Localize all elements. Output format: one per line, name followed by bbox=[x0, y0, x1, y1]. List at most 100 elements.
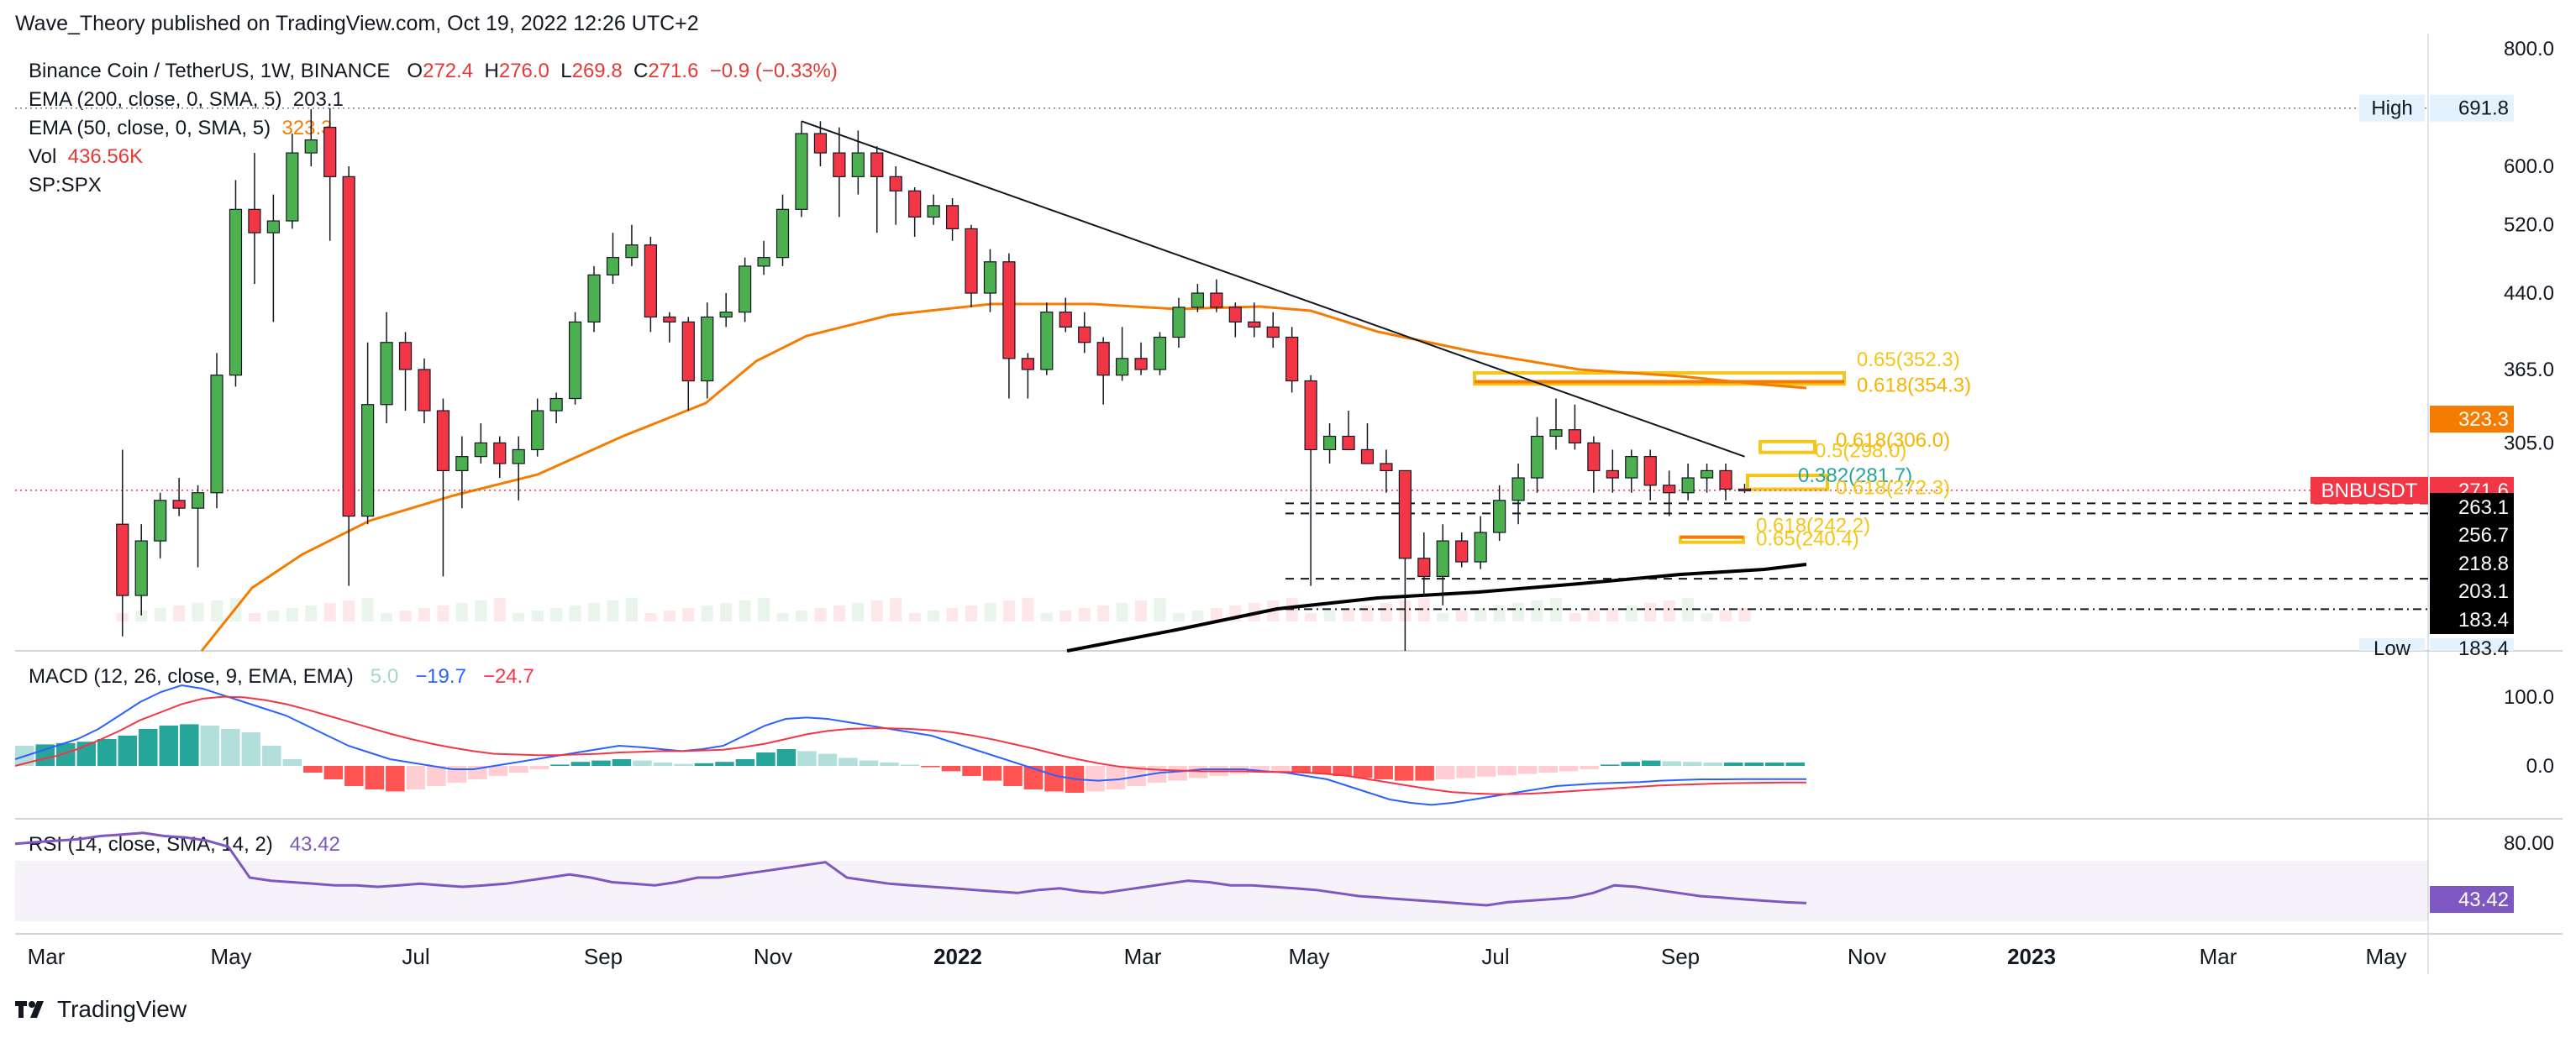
macd-histogram-bar bbox=[97, 739, 117, 766]
candle-body bbox=[1228, 307, 1242, 322]
macd-histogram-bar bbox=[1394, 766, 1414, 781]
macd-legend-label[interactable]: MACD (12, 26, close, 9, EMA, EMA) bbox=[29, 665, 354, 688]
candle-body bbox=[1587, 442, 1601, 472]
macd-histogram-bar bbox=[880, 763, 899, 766]
symbol-tag-bg bbox=[2311, 476, 2428, 504]
level-tag: 256.7 bbox=[2458, 524, 2509, 547]
ema200-legend-row[interactable]: EMA (200, close, 0, SMA, 5) 203.1 bbox=[29, 86, 838, 114]
candle-body bbox=[1134, 358, 1148, 370]
publisher-line: Wave_Theory published on TradingView.com… bbox=[15, 12, 699, 35]
candle-body bbox=[1530, 435, 1544, 479]
ema50-label[interactable]: EMA (50, close, 0, SMA, 5) bbox=[29, 117, 271, 139]
price-tick-label: 440.0 bbox=[2504, 282, 2554, 305]
candle-body bbox=[512, 448, 525, 464]
volume-bar bbox=[550, 608, 563, 621]
volume-bar bbox=[1437, 613, 1449, 621]
volume-bar bbox=[1097, 606, 1110, 621]
volume-bar bbox=[418, 608, 430, 621]
macd-layer[interactable] bbox=[14, 684, 1806, 806]
volume-bar bbox=[248, 613, 260, 621]
ema200-label[interactable]: EMA (200, close, 0, SMA, 5) bbox=[29, 88, 282, 111]
ohlc-c: 271.6 bbox=[648, 60, 699, 82]
ema50-legend-row[interactable]: EMA (50, close, 0, SMA, 5) 323.3 bbox=[29, 114, 838, 143]
candle-body bbox=[1040, 312, 1054, 370]
candle-body bbox=[549, 397, 563, 412]
candle-body bbox=[398, 342, 413, 370]
candle-body bbox=[945, 205, 959, 230]
candle-body bbox=[229, 208, 243, 376]
macd-signal-line bbox=[14, 695, 1806, 795]
level-tag-bg bbox=[2430, 493, 2514, 522]
macd-histogram-bar bbox=[1497, 766, 1517, 776]
spx-legend-row[interactable]: SP:SPX bbox=[29, 171, 838, 200]
macd-histogram-bar bbox=[1044, 766, 1064, 792]
candle-body bbox=[1210, 292, 1223, 308]
macd-histogram-bar bbox=[262, 746, 281, 766]
macd-histogram-bar bbox=[1476, 766, 1496, 777]
rsi-layer[interactable] bbox=[14, 831, 1807, 907]
macd-value: −19.7 bbox=[415, 665, 466, 688]
candle-body bbox=[1285, 336, 1299, 382]
axis-layer[interactable]: 800.0 600.0 520.0 440.0 365.0 305.0 High 691.8 3… bbox=[28, 38, 2554, 969]
volume-bar bbox=[795, 611, 807, 621]
macd-histogram-bar bbox=[1662, 761, 1681, 766]
macd-legend[interactable]: MACD (12, 26, close, 9, EMA, EMA) 5.0 −1… bbox=[29, 665, 534, 689]
candle-body bbox=[1191, 292, 1205, 308]
macd-histogram-bar bbox=[509, 766, 528, 773]
ohlc-h-label: H bbox=[484, 60, 499, 82]
macd-tick-label: 0.0 bbox=[2526, 755, 2554, 778]
macd-histogram-bar bbox=[1086, 766, 1105, 792]
macd-histogram-bar bbox=[1744, 763, 1764, 766]
candle-body bbox=[701, 316, 714, 382]
symbol-title[interactable]: Binance Coin / TetherUS, 1W, BINANCE bbox=[29, 60, 391, 82]
volume-bar bbox=[644, 613, 657, 621]
candle-body bbox=[531, 410, 544, 451]
candle-body bbox=[1322, 435, 1337, 451]
macd-histogram-bar bbox=[962, 766, 981, 776]
candle-body bbox=[286, 152, 299, 222]
macd-histogram-bar bbox=[694, 763, 714, 766]
candle-body bbox=[1493, 500, 1506, 533]
level-tag-bg bbox=[2430, 577, 2514, 606]
level-tag-bg bbox=[2430, 549, 2514, 578]
candle-body bbox=[851, 152, 865, 177]
ohlc-o: 272.4 bbox=[423, 60, 474, 82]
macd-histogram-bar bbox=[1559, 766, 1579, 772]
volume-bar bbox=[833, 606, 845, 621]
macd-histogram-bar bbox=[1270, 766, 1291, 773]
candles-layer[interactable] bbox=[116, 107, 1752, 651]
macd-histogram-bar bbox=[941, 766, 961, 772]
macd-histogram-bar bbox=[900, 764, 920, 766]
symbol-legend-row[interactable]: Binance Coin / TetherUS, 1W, BINANCE O27… bbox=[29, 57, 838, 86]
main-legend: Binance Coin / TetherUS, 1W, BINANCE O27… bbox=[29, 57, 838, 200]
candle-body bbox=[1398, 469, 1412, 559]
ema50-tag-bg bbox=[2430, 406, 2514, 433]
candle-body bbox=[833, 152, 846, 177]
vol-value: 436.56K bbox=[67, 145, 144, 168]
candle-body bbox=[210, 375, 223, 494]
fib-level-label: 0.618(354.3) bbox=[1857, 374, 1971, 396]
macd-histogram-bar bbox=[159, 726, 179, 766]
macd-histogram-bar bbox=[550, 764, 570, 766]
volume-bar bbox=[946, 608, 959, 621]
spx-label[interactable]: SP:SPX bbox=[29, 174, 102, 197]
vol-label[interactable]: Vol bbox=[29, 145, 57, 168]
macd-histogram-bar bbox=[1415, 766, 1434, 781]
time-axis-label: 2023 bbox=[2007, 944, 2056, 969]
fib-level-label: 0.618(272.3) bbox=[1836, 477, 1950, 500]
candle-body bbox=[1737, 488, 1752, 492]
volume-bar bbox=[173, 606, 186, 621]
volume-bar bbox=[211, 600, 223, 621]
candle-body bbox=[1360, 448, 1375, 464]
volume-bar bbox=[154, 608, 166, 621]
macd-histogram-bar bbox=[35, 744, 55, 766]
vol-legend-row[interactable]: Vol 436.56K bbox=[29, 143, 838, 171]
rsi-tick-label: 80.00 bbox=[2504, 832, 2554, 855]
volume-bar bbox=[531, 611, 544, 621]
level-tag: 183.4 bbox=[2458, 609, 2509, 632]
candle-body bbox=[1266, 326, 1280, 338]
volume-bar bbox=[1475, 608, 1487, 621]
candle-body bbox=[1436, 540, 1449, 578]
fib-zone bbox=[1746, 474, 1829, 491]
